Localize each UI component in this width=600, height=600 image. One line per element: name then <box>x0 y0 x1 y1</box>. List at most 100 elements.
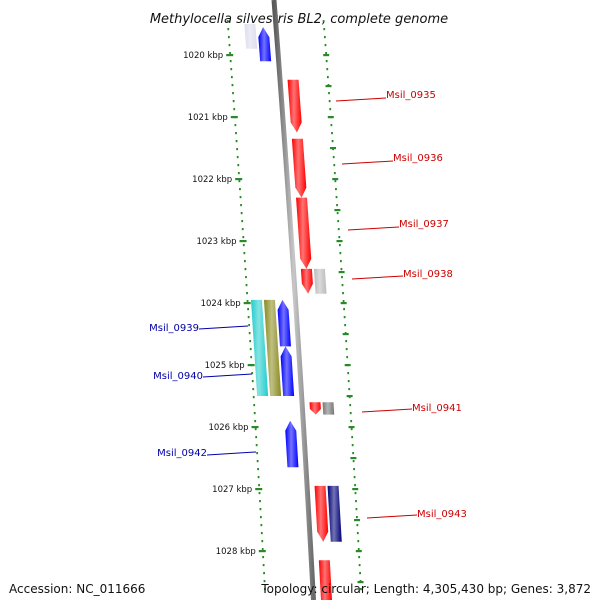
scale-dot <box>333 172 336 175</box>
scale-dot <box>254 428 257 431</box>
scale-ticks: 1020 kbp 1021 kbp 1022 kbp 1023 kbp 1024 kbp… <box>183 51 364 584</box>
scale-dot <box>244 268 247 271</box>
scale-dot <box>336 212 339 215</box>
scale-dot <box>264 588 266 591</box>
gene-label: Msil_0940 <box>153 371 203 382</box>
scale-dot <box>338 244 341 247</box>
minor-tick <box>355 550 362 553</box>
scale-dot <box>229 52 231 55</box>
scale-dot <box>351 436 354 439</box>
minor-tick <box>336 240 343 243</box>
minor-tick <box>352 488 359 491</box>
scale-dot <box>342 292 344 295</box>
gene-feature <box>291 138 307 198</box>
gene-label: Msil_0935 <box>386 90 436 101</box>
leader-line <box>351 275 404 280</box>
scale-dot <box>348 388 351 391</box>
scale-dot <box>360 588 362 591</box>
scale-dot <box>249 348 252 351</box>
scale-dot <box>238 180 241 183</box>
scale-dot <box>331 132 333 135</box>
minor-tick <box>350 457 357 460</box>
scale-dot <box>355 500 357 503</box>
scale-dot <box>353 476 356 479</box>
scale-dot <box>331 140 334 143</box>
major-tick <box>239 240 247 243</box>
map-title: Methylocella silvestris BL2, complete ge… <box>150 12 448 27</box>
scale-dot <box>358 564 361 567</box>
scale-dot <box>347 372 350 375</box>
scale-dot <box>261 548 264 551</box>
scale-dot <box>245 276 247 279</box>
tick-label: 1022 kbp <box>192 175 232 185</box>
scale-dot <box>354 492 357 495</box>
scale-dot <box>341 284 344 287</box>
gene-features <box>244 24 342 600</box>
scale-dot <box>236 148 239 151</box>
scale-dot <box>357 548 360 551</box>
scale-dot <box>246 300 249 303</box>
scale-dot <box>246 292 248 295</box>
scale-dot <box>263 572 265 575</box>
scale-dot <box>332 156 335 159</box>
gene-feature <box>258 27 272 62</box>
scale-dot <box>333 164 336 167</box>
scale-dot <box>241 228 244 231</box>
scale-dot <box>255 436 258 439</box>
leader-line <box>347 226 400 231</box>
leader-line <box>198 325 249 330</box>
scale-dot <box>248 332 251 335</box>
scale-dot <box>253 404 256 407</box>
gene-feature <box>244 24 258 49</box>
leader-line <box>206 451 257 456</box>
gene-label: Msil_0936 <box>393 153 443 164</box>
scale-dot <box>232 92 234 95</box>
tick-label: 1024 kbp <box>201 299 241 309</box>
major-tick <box>251 426 259 429</box>
scale-dot <box>229 60 232 63</box>
scale-dot <box>334 180 337 183</box>
backbone-line <box>271 0 316 600</box>
gene-feature <box>263 299 282 396</box>
leader-line <box>366 514 418 519</box>
scale-dot <box>228 44 231 47</box>
scale-dot <box>251 380 254 383</box>
scale-dot <box>251 372 254 375</box>
tick-label: 1028 kbp <box>216 547 256 557</box>
gene-label: Msil_0943 <box>417 509 467 520</box>
leader-line <box>202 373 253 378</box>
scale-dot <box>231 84 234 87</box>
scale-dot <box>241 220 244 223</box>
scale-dot <box>358 556 361 559</box>
scale-dot <box>230 68 233 71</box>
scale-dot <box>325 60 328 63</box>
leader-line <box>341 160 394 165</box>
gene-feature <box>287 79 302 133</box>
tick-label: 1023 kbp <box>196 237 236 247</box>
minor-tick <box>330 147 337 150</box>
scale-dot <box>352 460 355 463</box>
gene-feature <box>314 485 329 542</box>
scale-dot <box>230 76 233 79</box>
major-tick <box>255 488 263 491</box>
scale-dot <box>353 468 355 471</box>
scale-dot <box>237 164 240 167</box>
genome-backbone <box>271 0 316 600</box>
scale-dot <box>345 348 348 351</box>
scale-dot <box>242 236 245 239</box>
scale-dot <box>340 268 343 271</box>
major-tick <box>226 54 234 57</box>
scale-dot <box>355 508 358 511</box>
scale-dot <box>337 228 340 231</box>
accession-text: Accession: NC_011666 <box>9 582 146 596</box>
major-tick <box>235 178 243 181</box>
scale-dot <box>349 404 352 407</box>
scale-dot <box>262 556 265 559</box>
gene-feature <box>309 402 321 415</box>
scale-dot <box>328 100 331 103</box>
tick-label: 1027 kbp <box>212 485 252 495</box>
gene-feature <box>277 299 291 347</box>
scale-dot <box>323 36 326 39</box>
gene-feature <box>296 197 312 269</box>
scale-dot <box>260 532 263 535</box>
